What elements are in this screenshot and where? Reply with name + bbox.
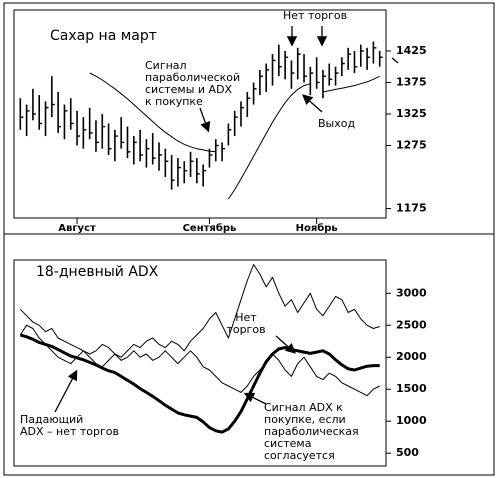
- annotation: Сигнал: [145, 59, 187, 72]
- annotation: к покупке: [145, 95, 203, 108]
- chart-title: Сахар на март: [50, 28, 157, 44]
- annotation: покупке, если: [264, 413, 346, 426]
- annotation: Нет торгов: [283, 9, 347, 22]
- plot-frame: [13, 259, 387, 467]
- line: [89, 72, 380, 200]
- annotation: ADX – нет торгов: [20, 425, 119, 438]
- y-tick-label: 1500: [396, 382, 427, 395]
- x-tick-label: Ноябрь: [296, 222, 338, 234]
- annotation: торгов: [226, 323, 265, 336]
- x-tick-label: Сентябрь: [183, 222, 237, 234]
- y-tick-label: 1175: [396, 202, 427, 215]
- y-tick-label: 2500: [396, 318, 427, 331]
- y-tick-label: 3000: [396, 286, 427, 299]
- y-tick-label: 1275: [396, 139, 427, 152]
- line: [19, 333, 380, 434]
- outer-border: [3, 2, 495, 476]
- y-tick-label: 1375: [396, 75, 427, 88]
- annotation: Сигнал ADX к: [264, 401, 343, 414]
- y-tick-label: 1425: [396, 44, 427, 57]
- annotation: Нет: [235, 311, 257, 324]
- y-tick-label: 1325: [396, 107, 427, 120]
- chart-title: 18-дневный ADX: [36, 264, 159, 280]
- y-tick-label: 500: [396, 446, 419, 459]
- annotation: параболическая: [264, 425, 359, 438]
- y-tick-label: 1000: [396, 414, 427, 427]
- annotation: согласуется: [264, 449, 335, 462]
- line: [19, 324, 380, 397]
- annotation: система: [264, 437, 311, 450]
- line: [19, 264, 380, 358]
- annotation: параболической: [145, 71, 240, 84]
- x-tick-label: Август: [58, 223, 96, 234]
- annotation: Падающий: [20, 413, 83, 426]
- annotation: системы и ADX: [145, 83, 233, 96]
- y-tick-label: 2000: [396, 350, 427, 363]
- annotation: Выход: [318, 117, 355, 130]
